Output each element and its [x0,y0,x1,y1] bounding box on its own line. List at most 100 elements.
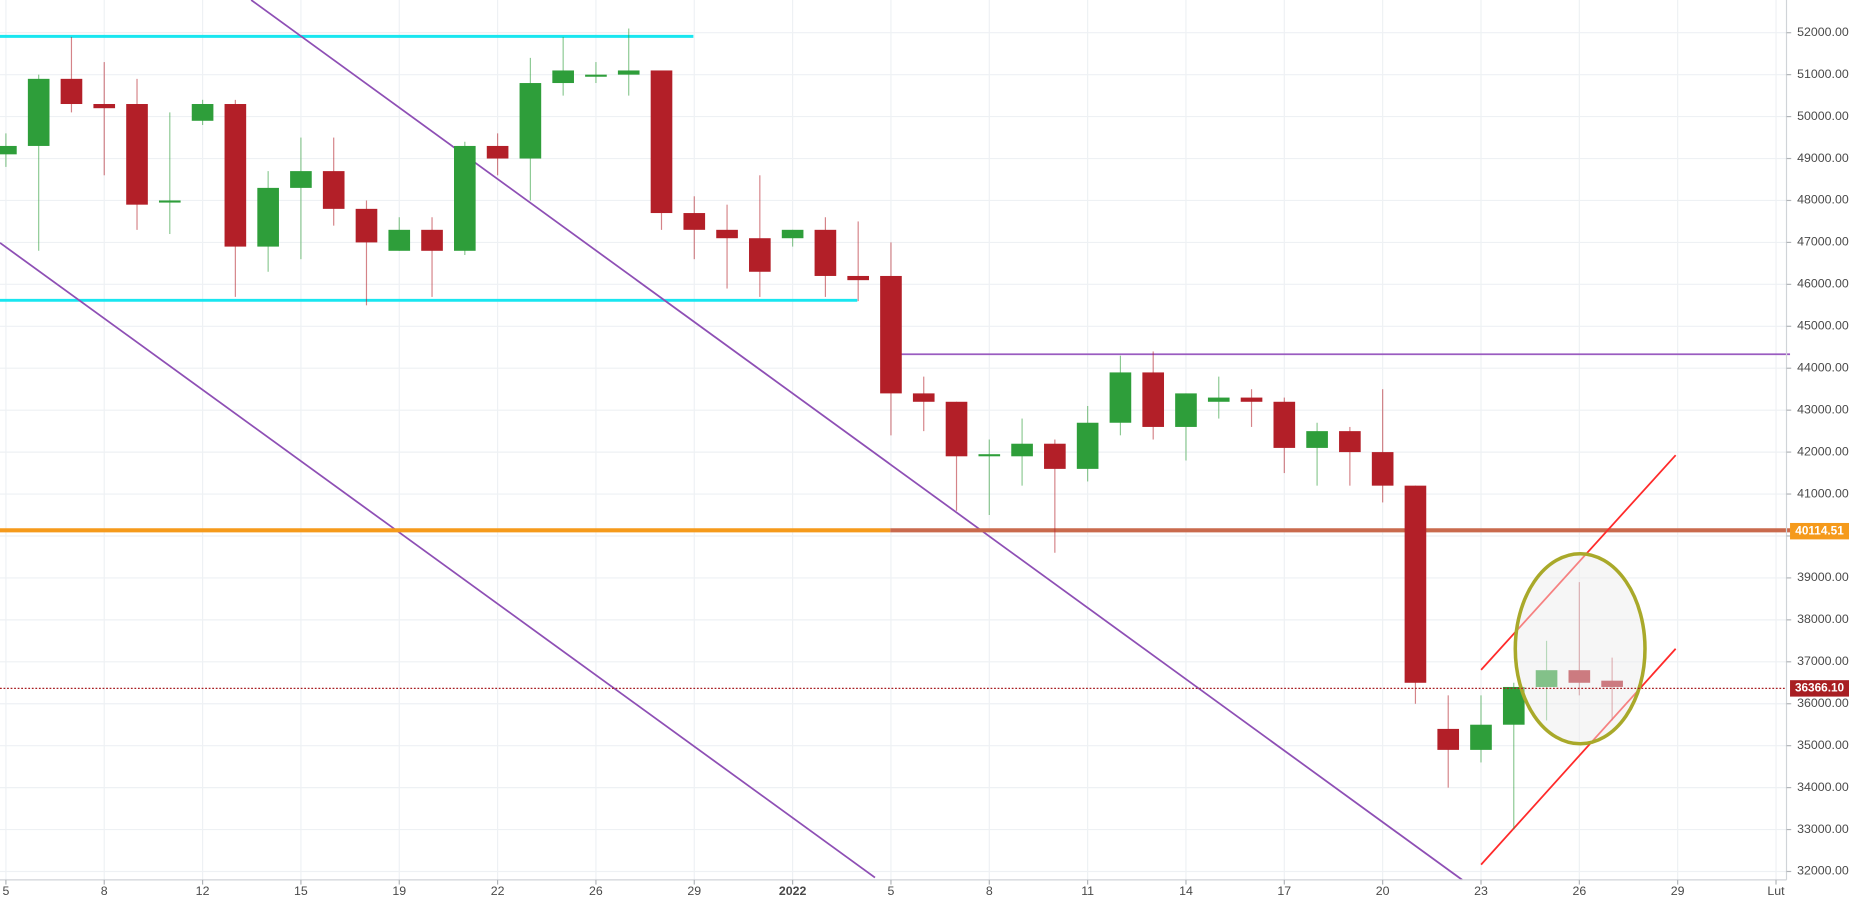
candle-body [27,78,50,146]
candle-body [978,454,1001,457]
candle-body [880,275,902,394]
x-tick-label: 12 [196,884,210,898]
candle-body [1273,401,1296,448]
y-tick-label: 41000.00 [1797,486,1849,500]
y-tick-label: 43000.00 [1797,402,1849,416]
y-tick-label: 50000.00 [1797,109,1849,123]
y-tick-label: 48000.00 [1797,193,1849,207]
y-tick-label: 39000.00 [1797,570,1849,584]
y-tick-label: 37000.00 [1797,654,1849,668]
candles [0,28,1623,830]
y-tick-label: 42000.00 [1797,444,1849,458]
x-tick-label: 19 [392,884,406,898]
y-tick-label: 49000.00 [1797,151,1849,165]
x-tick-label: 15 [294,884,308,898]
candle-body [60,78,83,105]
candle-body [1142,372,1165,427]
candle-body [1470,724,1492,750]
x-tick-label: 2022 [779,884,807,898]
y-tick-label: 44000.00 [1797,361,1849,375]
drawings [0,0,1791,881]
grid [0,0,1787,880]
candle-body [355,208,378,243]
candle-body [322,171,345,209]
candle-body [191,104,214,121]
candle-body [945,401,968,457]
trend-line [0,242,876,879]
y-tick-label: 45000.00 [1797,319,1849,333]
candle-body [158,200,181,203]
candle-body [257,187,279,247]
candle-body [1240,397,1263,402]
x-tick-label: 22 [491,884,505,898]
trend-line [250,0,1463,881]
x-tick-label: 5 [888,884,895,898]
price-label: 36366.10 [1795,682,1845,695]
x-tick-label: 8 [101,884,108,898]
x-tick-label: Lut [1767,884,1785,898]
candle-body [1175,393,1197,427]
candle-body [1437,728,1460,750]
candle-body [1601,680,1623,687]
x-tick-label: 26 [1572,884,1586,898]
x-tick-label: 5 [2,884,9,898]
candle-body [552,70,574,84]
candle-body [1535,670,1558,687]
candle-body [224,104,247,247]
candle-body [1339,431,1361,453]
y-tick-label: 34000.00 [1797,780,1849,794]
price-label-box [1790,680,1849,697]
candle-body [781,229,804,239]
y-tick-label: 46000.00 [1797,277,1849,291]
x-tick-label: 17 [1277,884,1291,898]
y-tick-label: 52000.00 [1797,25,1849,39]
x-tick-label: 8 [986,884,993,898]
candle-body [421,229,443,251]
candle-body [486,145,509,159]
y-tick-label: 32000.00 [1797,864,1849,878]
y-tick-label: 38000.00 [1797,612,1849,626]
candle-body [519,83,542,159]
y-tick-label: 35000.00 [1797,738,1849,752]
candle-body [847,275,869,281]
candle-body [585,74,607,77]
candle-body [650,70,673,214]
candle-body [814,229,837,276]
price-label-box [1790,522,1849,540]
x-tick-label: 29 [1671,884,1685,898]
candle-body [1404,485,1427,683]
x-tick-label: 14 [1179,884,1193,898]
candle-body [93,104,116,109]
candle-body [716,229,738,239]
price-label: 40114.51 [1795,524,1844,537]
candle-body [683,213,706,230]
candle-body [454,145,476,251]
x-tick-label: 20 [1376,884,1390,898]
channel-line [1480,454,1677,671]
y-tick-label: 33000.00 [1797,822,1849,836]
candle-body [1502,686,1525,725]
x-tick-label: 23 [1474,884,1488,898]
y-tick-label: 36000.00 [1797,696,1849,710]
candle-body [749,238,771,272]
candle-body [1044,443,1066,469]
axis-labels: 32000.00 33000.00 34000.00 35000.00 36000.00… [0,25,1849,898]
candle-body [126,104,148,205]
candle-body [912,393,935,402]
candle-body [1371,452,1394,486]
candle-body [1306,431,1328,448]
candle-body [1568,670,1591,683]
candle-body [290,171,312,188]
candle-body [617,70,640,75]
candle-body [1076,422,1099,469]
x-tick-label: 26 [589,884,603,898]
highlight-ellipse [1513,551,1647,746]
candle-body [1109,372,1132,423]
candle-body [388,229,411,251]
candle-body [1011,443,1033,457]
x-tick-label: 11 [1081,884,1094,898]
y-tick-label: 47000.00 [1797,235,1849,249]
y-tick-label: 51000.00 [1797,67,1849,81]
